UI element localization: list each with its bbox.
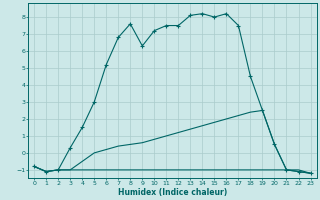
X-axis label: Humidex (Indice chaleur): Humidex (Indice chaleur)	[118, 188, 227, 197]
